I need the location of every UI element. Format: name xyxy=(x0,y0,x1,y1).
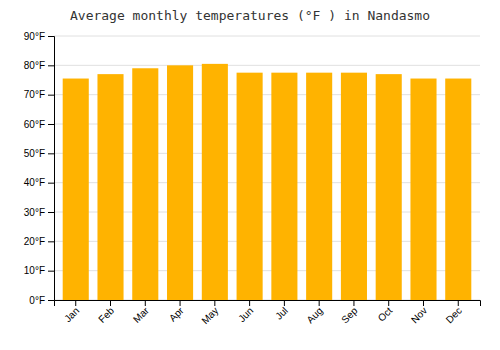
bar xyxy=(445,79,471,300)
x-tick: Dec xyxy=(444,300,464,325)
x-tick-label: Jan xyxy=(62,305,81,324)
x-tick: Aug xyxy=(304,300,324,325)
title: Average monthly temperatures (°F ) in Na… xyxy=(70,8,430,23)
bar xyxy=(97,74,123,300)
grid-line xyxy=(54,36,480,37)
x-tick: Jan xyxy=(62,300,81,324)
x-tick-mark xyxy=(145,300,146,306)
y-tick-mark xyxy=(48,36,54,37)
y-tick-mark xyxy=(48,300,54,301)
y-tick-label: 20°F xyxy=(24,236,45,247)
x-tick-label: May xyxy=(199,305,220,326)
y-tick-mark xyxy=(48,183,54,184)
x-tick: Nov xyxy=(409,300,429,325)
bar xyxy=(271,73,297,300)
x-tick-label: Feb xyxy=(96,305,116,325)
x-tick-label: Dec xyxy=(444,305,464,325)
y-tick: 80°F xyxy=(24,60,54,71)
x-tick-label: Sep xyxy=(339,305,360,326)
x-tick-mark xyxy=(110,300,111,306)
y-tick-mark xyxy=(48,153,54,154)
y-tick-label: 70°F xyxy=(24,89,45,100)
x-tick: Oct xyxy=(376,300,395,324)
y-tick-label: 60°F xyxy=(24,119,45,130)
x-tick-label: Jun xyxy=(236,305,255,324)
x-axis: Jan Feb Mar Apr May Jun Jul Aug Sep Oct Nov Dec xyxy=(55,300,481,326)
bar xyxy=(306,73,332,300)
x-tick-mark xyxy=(423,300,424,306)
y-tick: 40°F xyxy=(24,177,54,188)
x-tick: Jun xyxy=(236,300,255,324)
bar xyxy=(237,73,263,300)
bar xyxy=(132,68,158,300)
plot-area: Jan Feb Mar Apr May Jun Jul Aug Sep Oct Nov Dec 0°F 1… xyxy=(24,31,481,326)
bar xyxy=(341,73,367,300)
x-tick: Jul xyxy=(273,300,290,322)
x-tick-label: Apr xyxy=(167,304,186,323)
bar xyxy=(202,64,228,300)
bars xyxy=(63,64,472,300)
x-tick: Apr xyxy=(167,300,186,324)
y-tick-mark xyxy=(48,212,54,213)
y-tick: 10°F xyxy=(24,265,54,276)
x-tick-mark xyxy=(388,300,389,306)
x-tick-mark xyxy=(214,300,215,306)
x-tick-mark xyxy=(180,300,181,306)
y-tick: 60°F xyxy=(24,119,54,130)
x-tick: Mar xyxy=(131,300,151,325)
x-tick-label: Aug xyxy=(304,305,324,325)
bar xyxy=(376,74,402,300)
y-tick: 30°F xyxy=(24,207,54,218)
grid xyxy=(54,36,480,300)
x-axis-line xyxy=(55,301,481,307)
y-tick-mark xyxy=(48,65,54,66)
x-tick-label: Nov xyxy=(409,305,429,325)
x-tick: Sep xyxy=(339,300,360,325)
y-tick: 50°F xyxy=(24,148,54,159)
x-tick: May xyxy=(199,300,220,326)
bar xyxy=(167,65,193,300)
chart: Jan Feb Mar Apr May Jun Jul Aug Sep Oct Nov Dec 0°F 1… xyxy=(0,0,500,350)
bar xyxy=(63,79,89,300)
x-tick-mark xyxy=(249,300,250,306)
x-tick-mark xyxy=(458,300,459,306)
y-tick-mark xyxy=(48,241,54,242)
x-tick-mark xyxy=(353,300,354,306)
x-tick-mark xyxy=(284,300,285,306)
grid-line xyxy=(54,65,480,66)
y-tick-label: 80°F xyxy=(24,60,45,71)
y-tick: 0°F xyxy=(29,295,54,306)
y-tick-label: 10°F xyxy=(24,265,45,276)
y-tick-mark xyxy=(48,271,54,272)
y-tick-mark xyxy=(48,124,54,125)
x-tick: Feb xyxy=(96,300,116,325)
y-axis: 0°F 10°F 20°F 30°F 40°F 50°F 60°F 70°F 80°F 90°F xyxy=(24,31,55,306)
y-tick: 70°F xyxy=(24,89,54,100)
y-tick-label: 90°F xyxy=(24,31,45,42)
x-tick-label: Oct xyxy=(376,305,395,324)
y-tick-label: 50°F xyxy=(24,148,45,159)
x-tick-mark xyxy=(319,300,320,306)
y-tick-label: 30°F xyxy=(24,207,45,218)
y-axis-line xyxy=(48,37,55,301)
x-tick-label: Jul xyxy=(273,305,290,322)
bar xyxy=(410,79,436,300)
y-tick: 20°F xyxy=(24,236,54,247)
y-tick: 90°F xyxy=(24,31,54,42)
x-tick-label: Mar xyxy=(131,304,151,324)
y-tick-label: 40°F xyxy=(24,177,45,188)
y-tick-label: 0°F xyxy=(29,295,45,306)
y-tick-mark xyxy=(48,95,54,96)
x-tick-mark xyxy=(75,300,76,306)
